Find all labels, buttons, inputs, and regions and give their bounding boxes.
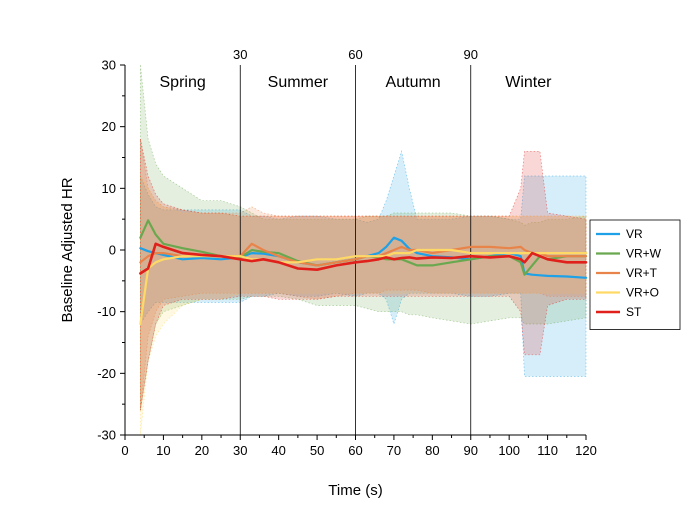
series-line-st <box>139 242 588 275</box>
y-axis-title: Baseline Adjusted HR <box>59 177 76 322</box>
series-lines <box>139 219 588 326</box>
season-label-autumn: Autumn <box>386 74 441 91</box>
legend-label-vr-plus-t: VR+T <box>626 266 658 280</box>
legend-label-vr-plus-o: VR+O <box>626 286 659 300</box>
band-vr <box>140 149 587 377</box>
band-vr-plus-t <box>140 138 587 411</box>
x-tick-label: 0 <box>121 443 128 458</box>
confidence-bands <box>140 64 587 436</box>
season-divider-label-60: 60 <box>348 47 362 62</box>
x-tick-label: 10 <box>156 443 170 458</box>
legend-label-vr: VR <box>626 227 643 241</box>
season-marker-lines: 30 60 90 <box>233 47 478 435</box>
x-tick-label: 60 <box>348 443 362 458</box>
x-tick-label: 90 <box>464 443 478 458</box>
legend: VR VR+W VR+T VR+O ST <box>589 219 681 330</box>
x-tick-label: 120 <box>575 443 597 458</box>
season-labels: Spring Summer Autumn Winter <box>160 74 553 91</box>
x-tick-label: 30 <box>233 443 247 458</box>
y-tick-label: 30 <box>102 58 116 73</box>
band-vr-plus-o <box>140 174 587 436</box>
band-vr-plus-w <box>140 64 587 411</box>
x-tick-label: 70 <box>387 443 401 458</box>
x-tick-label: 20 <box>195 443 209 458</box>
legend-label-st: ST <box>626 305 642 319</box>
season-label-winter: Winter <box>505 74 552 91</box>
band-st <box>140 138 587 411</box>
season-label-summer: Summer <box>268 74 329 91</box>
y-tick-label: -20 <box>97 366 116 381</box>
axes: -30 -20 -10 0 10 20 30 0 10 20 30 40 50 60 70 80 90 100 11… <box>97 58 597 459</box>
y-tick-label: 10 <box>102 181 116 196</box>
y-tick-label: -30 <box>97 428 116 443</box>
y-tick-label: 0 <box>109 243 116 258</box>
x-tick-label: 100 <box>498 443 520 458</box>
x-tick-label: 80 <box>425 443 439 458</box>
y-tick-label: -10 <box>97 304 116 319</box>
x-tick-label: 110 <box>537 443 558 458</box>
season-label-spring: Spring <box>160 74 206 91</box>
x-tick-label: 50 <box>310 443 324 458</box>
season-divider-label-90: 90 <box>464 47 478 62</box>
legend-label-vr-plus-w: VR+W <box>626 247 662 261</box>
season-divider-label-30: 30 <box>233 47 247 62</box>
y-tick-label: 20 <box>102 119 116 134</box>
x-axis-title: Time (s) <box>328 482 382 499</box>
x-tick-label: 40 <box>271 443 285 458</box>
